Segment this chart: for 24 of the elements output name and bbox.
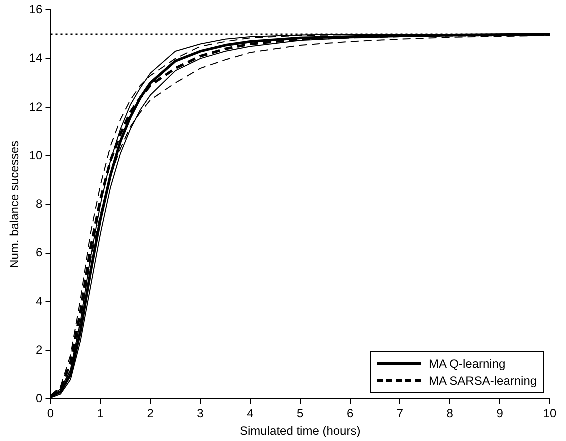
x-tick-label: 3 [197, 406, 204, 421]
y-tick-label: 16 [29, 2, 44, 17]
y-tick-label: 8 [36, 197, 44, 212]
y-tick-label: 12 [29, 100, 44, 114]
y-tick-label: 2 [36, 342, 44, 357]
legend-label: MA Q-learning [429, 356, 506, 371]
x-tick-label: 6 [346, 406, 354, 421]
y-tick-label: 6 [36, 246, 44, 260]
y-tick-label: 0 [36, 392, 44, 406]
y-axis-title: Num. balance sucesses [8, 140, 22, 268]
x-tick-label: 7 [396, 406, 404, 421]
x-tick-label: 9 [496, 406, 504, 421]
y-tick-label: 10 [29, 148, 44, 162]
x-tick-label: 8 [446, 406, 454, 421]
x-tick-label: 0 [47, 406, 54, 421]
y-tick-label: 4 [36, 294, 44, 308]
x-axis-title: Simulated time (hours) [240, 424, 361, 438]
y-tick-label: 14 [29, 51, 44, 66]
x-tick-label: 10 [543, 406, 557, 421]
x-tick-label: 4 [247, 406, 254, 421]
x-tick-label: 2 [147, 406, 154, 421]
legend-label: MA SARSA-learning [429, 374, 538, 388]
x-tick-label: 1 [97, 406, 104, 421]
x-tick-label: 5 [297, 406, 304, 421]
